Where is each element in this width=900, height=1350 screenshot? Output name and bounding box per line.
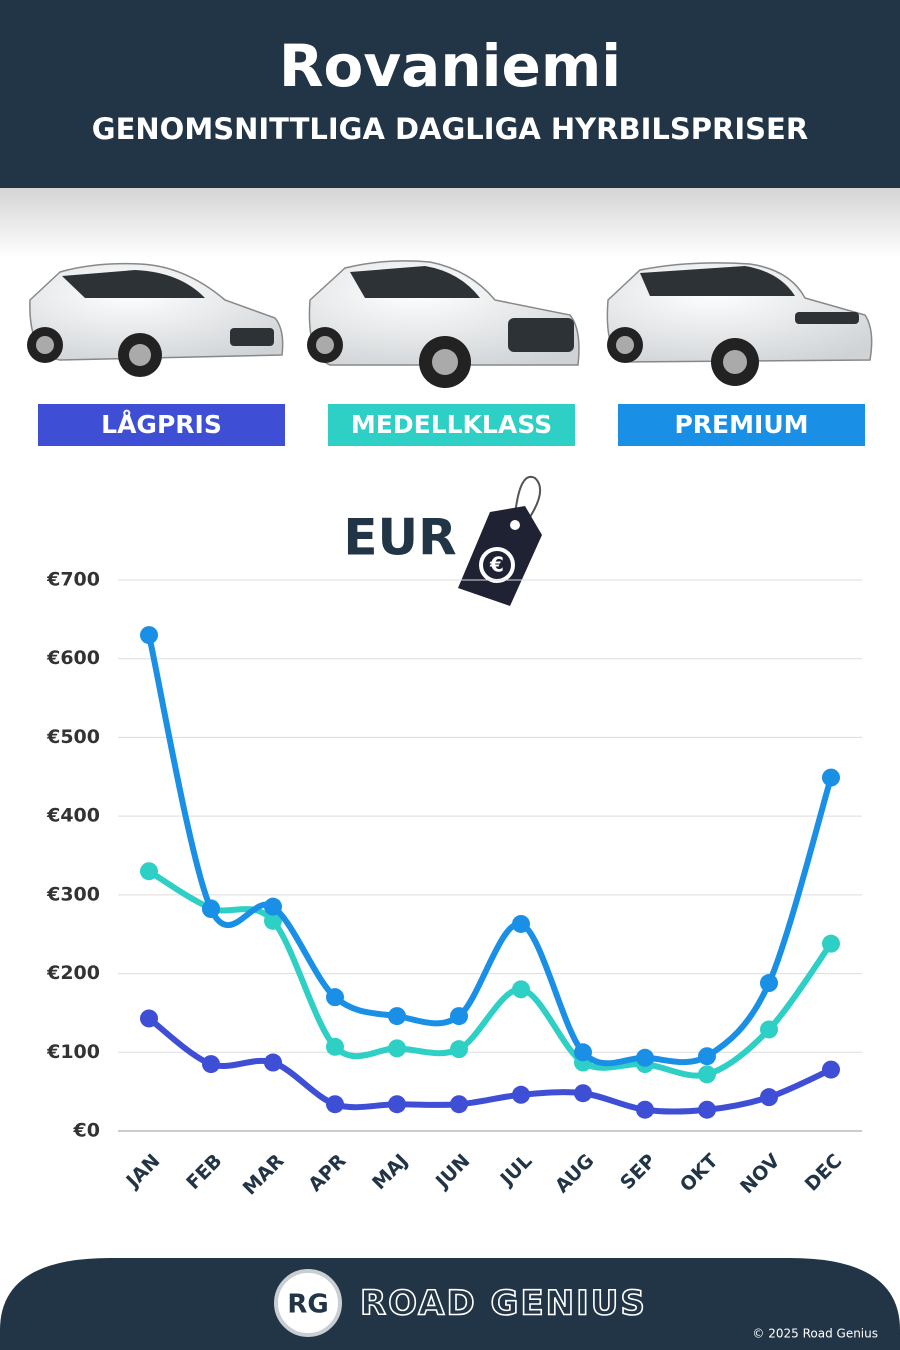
y-tick-label: €400 bbox=[46, 805, 100, 827]
data-point bbox=[140, 862, 158, 881]
data-point bbox=[512, 980, 530, 999]
unit-label: EUR bbox=[343, 509, 456, 567]
legend-label: MEDELLKLASS bbox=[351, 410, 552, 439]
x-tick-label: DEC bbox=[801, 1150, 847, 1196]
data-point bbox=[698, 1100, 716, 1119]
x-tick-label: OKT bbox=[676, 1150, 723, 1197]
data-point bbox=[388, 1039, 406, 1058]
y-tick-label: €500 bbox=[46, 726, 100, 748]
data-point bbox=[202, 1055, 220, 1074]
title: Rovaniemi bbox=[279, 32, 621, 100]
legend: LÅGPRIS MEDELLKLASS PREMIUM bbox=[38, 404, 865, 446]
logo-text: RG bbox=[287, 1290, 328, 1320]
price-tag-icon: € bbox=[458, 475, 542, 606]
data-point bbox=[264, 911, 282, 930]
data-point bbox=[822, 1060, 840, 1079]
legend-swatch bbox=[38, 404, 285, 446]
x-tick-label: JUN bbox=[430, 1150, 474, 1194]
x-tick-label: AUG bbox=[551, 1150, 598, 1197]
footer bbox=[0, 1258, 900, 1350]
data-point bbox=[760, 1020, 778, 1039]
data-point bbox=[636, 1048, 654, 1067]
data-point bbox=[512, 914, 530, 933]
data-point bbox=[760, 974, 778, 993]
data-point bbox=[388, 1095, 406, 1114]
header-shadow bbox=[0, 188, 900, 258]
y-tick-label: €300 bbox=[46, 883, 100, 905]
data-point bbox=[636, 1100, 654, 1119]
logo-badge bbox=[274, 1269, 342, 1337]
y-tick-label: €100 bbox=[46, 1041, 100, 1063]
data-point bbox=[574, 1084, 592, 1103]
data-point bbox=[202, 900, 220, 919]
x-tick-label: NOV bbox=[736, 1150, 784, 1198]
x-tick-label: JAN bbox=[121, 1150, 165, 1194]
y-tick-label: €200 bbox=[46, 962, 100, 984]
x-tick-label: SEP bbox=[616, 1150, 660, 1194]
data-point bbox=[698, 1047, 716, 1066]
data-point bbox=[326, 1095, 344, 1114]
data-point bbox=[264, 897, 282, 916]
data-point bbox=[822, 768, 840, 787]
data-point bbox=[822, 934, 840, 953]
header bbox=[0, 0, 900, 188]
copyright: © 2025 Road Genius bbox=[752, 1327, 878, 1341]
legend-swatch bbox=[618, 404, 865, 446]
plot-area: €0 €100 €200 €300 €400 €500 €600 €700 JAN FEB MAR A… bbox=[46, 569, 862, 1200]
y-tick-label: €0 bbox=[73, 1120, 100, 1142]
x-tick-label: MAJ bbox=[368, 1150, 412, 1194]
x-tick-label: APR bbox=[304, 1150, 350, 1196]
svg-text:€: € bbox=[489, 553, 504, 577]
data-point bbox=[574, 1043, 592, 1062]
legend-label: PREMIUM bbox=[674, 410, 808, 439]
y-tick-label: €700 bbox=[46, 569, 100, 591]
y-tick-label: €600 bbox=[46, 647, 100, 669]
brand-name: ROAD GENIUS bbox=[360, 1284, 647, 1324]
data-point bbox=[140, 626, 158, 645]
subtitle: GENOMSNITTLIGA DAGLIGA HYRBILSPRISER bbox=[92, 112, 808, 146]
x-tick-label: JUL bbox=[495, 1150, 536, 1191]
data-point bbox=[450, 1095, 468, 1114]
data-point bbox=[512, 1085, 530, 1104]
data-point bbox=[450, 1040, 468, 1059]
data-point bbox=[140, 1009, 158, 1028]
data-point bbox=[760, 1088, 778, 1107]
x-tick-label: MAR bbox=[239, 1150, 289, 1200]
legend-label: LÅGPRIS bbox=[101, 410, 222, 439]
x-tick-label: FEB bbox=[182, 1150, 226, 1194]
car-economy bbox=[27, 262, 284, 377]
legend-swatch bbox=[328, 404, 575, 446]
data-point bbox=[264, 1053, 282, 1072]
series-line bbox=[146, 632, 834, 1067]
data-point bbox=[326, 1037, 344, 1056]
car-premium bbox=[606, 262, 873, 386]
car-midsize bbox=[307, 260, 580, 388]
data-point bbox=[388, 1007, 406, 1026]
data-point bbox=[698, 1065, 716, 1084]
data-point bbox=[326, 988, 344, 1007]
data-point bbox=[450, 1007, 468, 1026]
